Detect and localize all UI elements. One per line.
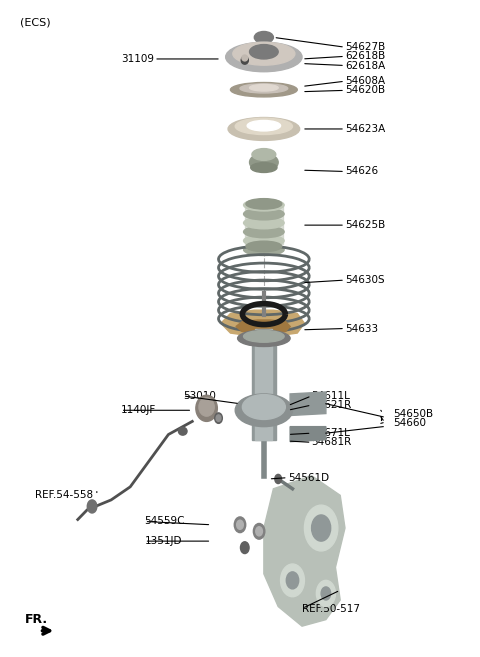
- Text: 54608A: 54608A: [345, 76, 385, 86]
- Text: 54650B: 54650B: [393, 409, 433, 419]
- Text: 54660: 54660: [393, 418, 426, 428]
- Text: 54623A: 54623A: [345, 124, 385, 134]
- Circle shape: [87, 500, 97, 513]
- Circle shape: [321, 587, 331, 600]
- Circle shape: [256, 527, 263, 536]
- Text: 54626: 54626: [345, 166, 378, 177]
- Text: REF.54-558: REF.54-558: [35, 490, 93, 501]
- Text: 53010: 53010: [183, 391, 216, 401]
- Ellipse shape: [243, 226, 284, 238]
- Text: 1140JF: 1140JF: [120, 405, 156, 415]
- Text: 54620B: 54620B: [345, 85, 385, 95]
- Text: 62618B: 62618B: [345, 51, 385, 61]
- Polygon shape: [290, 392, 326, 415]
- Text: 54681R: 54681R: [312, 438, 352, 447]
- Circle shape: [215, 413, 222, 423]
- Ellipse shape: [233, 42, 295, 65]
- Ellipse shape: [254, 32, 274, 43]
- Ellipse shape: [196, 396, 217, 421]
- Circle shape: [286, 572, 299, 589]
- Ellipse shape: [238, 330, 290, 346]
- Ellipse shape: [240, 84, 288, 93]
- Text: 54611L: 54611L: [312, 391, 350, 401]
- Ellipse shape: [235, 118, 292, 135]
- Ellipse shape: [241, 57, 248, 64]
- Ellipse shape: [243, 330, 284, 342]
- Ellipse shape: [250, 85, 278, 91]
- Circle shape: [234, 517, 246, 533]
- Ellipse shape: [243, 244, 284, 256]
- Circle shape: [275, 474, 281, 484]
- Ellipse shape: [242, 395, 285, 419]
- Text: 54630S: 54630S: [345, 275, 384, 285]
- Ellipse shape: [199, 398, 214, 416]
- Circle shape: [316, 580, 336, 606]
- Text: 54559C: 54559C: [144, 516, 185, 526]
- Text: 54627B: 54627B: [345, 42, 385, 52]
- Bar: [255, 328, 273, 440]
- Polygon shape: [245, 206, 283, 244]
- Ellipse shape: [179, 427, 187, 435]
- Bar: [252, 328, 276, 440]
- Text: 54561D: 54561D: [288, 472, 329, 483]
- Text: REF.50-517: REF.50-517: [302, 604, 360, 614]
- Polygon shape: [290, 426, 326, 442]
- Ellipse shape: [243, 235, 284, 246]
- Text: 31109: 31109: [121, 54, 154, 64]
- Ellipse shape: [226, 42, 302, 72]
- Ellipse shape: [250, 153, 278, 171]
- Text: 62618A: 62618A: [345, 60, 385, 70]
- Ellipse shape: [246, 241, 282, 252]
- Circle shape: [304, 505, 338, 551]
- Circle shape: [281, 564, 304, 597]
- Text: 54625B: 54625B: [345, 220, 385, 230]
- Text: 54671L: 54671L: [312, 428, 350, 438]
- Polygon shape: [221, 310, 304, 336]
- Ellipse shape: [252, 148, 276, 160]
- Circle shape: [240, 542, 249, 554]
- Ellipse shape: [247, 120, 281, 131]
- Ellipse shape: [250, 45, 278, 59]
- Text: (ECS): (ECS): [21, 18, 51, 28]
- Ellipse shape: [242, 55, 248, 61]
- Ellipse shape: [243, 208, 284, 220]
- Ellipse shape: [230, 83, 297, 97]
- Polygon shape: [264, 476, 345, 626]
- Polygon shape: [236, 320, 290, 333]
- Text: 54633: 54633: [345, 323, 378, 334]
- Circle shape: [253, 524, 265, 539]
- Circle shape: [216, 415, 221, 421]
- Text: 1351JD: 1351JD: [144, 536, 182, 546]
- Text: FR.: FR.: [25, 613, 48, 626]
- Ellipse shape: [235, 394, 292, 426]
- Ellipse shape: [243, 199, 284, 211]
- Circle shape: [237, 520, 243, 530]
- Text: 54621R: 54621R: [312, 400, 352, 410]
- Ellipse shape: [246, 198, 282, 209]
- Ellipse shape: [251, 163, 277, 173]
- Ellipse shape: [228, 118, 300, 141]
- Circle shape: [312, 515, 331, 541]
- Ellipse shape: [243, 217, 284, 229]
